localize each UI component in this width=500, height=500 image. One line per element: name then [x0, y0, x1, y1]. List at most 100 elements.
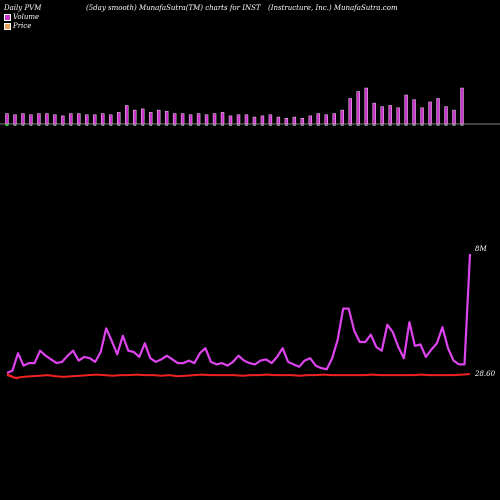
volume-bar [93, 114, 97, 125]
volume-tick [173, 124, 177, 126]
volume-bar [252, 116, 257, 125]
volume-bar [292, 116, 297, 125]
volume-bar [204, 114, 209, 125]
volume-tick [372, 124, 376, 126]
volume-bar [260, 115, 265, 125]
volume-tick [436, 124, 440, 126]
volume-tick [157, 124, 161, 126]
volume-bar [180, 113, 185, 125]
volume-tick [460, 124, 464, 126]
volume-bar [228, 115, 233, 125]
volume-smooth-line [6, 253, 472, 375]
volume-tick [229, 124, 233, 126]
volume-tick [117, 124, 121, 126]
volume-bar [244, 114, 249, 125]
volume-bar [348, 98, 352, 125]
volume-tick [21, 124, 25, 126]
volume-tick [101, 124, 105, 126]
volume-bar [316, 113, 321, 125]
volume-tick [45, 124, 49, 126]
volume-peak-label: 8M [475, 245, 487, 253]
volume-bar [324, 114, 328, 125]
volume-bar [141, 108, 145, 125]
legend-volume-label: Volume [13, 13, 40, 21]
volume-bar [101, 113, 105, 125]
volume-tick [396, 124, 400, 126]
volume-bar [172, 113, 177, 125]
volume-tick [452, 124, 456, 126]
volume-bar [388, 105, 392, 125]
volume-bar [61, 115, 65, 125]
volume-tick [181, 124, 185, 126]
volume-tick [69, 124, 73, 126]
volume-tick [308, 124, 312, 126]
volume-bar [133, 109, 137, 125]
volume-tick [444, 124, 448, 126]
volume-bar [372, 102, 376, 125]
volume-tick [388, 124, 392, 126]
volume-tick [221, 124, 225, 126]
volume-tick [85, 124, 89, 126]
volume-bar [69, 113, 73, 125]
legend-volume: Volume [4, 13, 39, 21]
volume-tick [412, 124, 416, 126]
volume-tick [428, 124, 432, 126]
volume-tick [340, 124, 344, 126]
volume-bar [125, 105, 129, 125]
volume-tick [292, 124, 296, 126]
volume-bar [460, 87, 464, 125]
volume-tick [125, 124, 129, 126]
volume-tick [284, 124, 288, 126]
volume-bar [212, 113, 217, 125]
volume-swatch [4, 13, 11, 21]
volume-tick [260, 124, 264, 126]
volume-tick [37, 124, 41, 126]
volume-bar [412, 99, 416, 125]
volume-tick [348, 124, 352, 126]
volume-bar [77, 113, 81, 125]
volume-tick [356, 124, 360, 126]
volume-tick [29, 124, 33, 126]
volume-tick [5, 124, 9, 126]
volume-tick [149, 124, 153, 126]
volume-bar [404, 94, 408, 125]
volume-bar [45, 113, 49, 125]
volume-bar [188, 114, 193, 125]
volume-bar [164, 111, 169, 125]
volume-tick [165, 124, 169, 126]
volume-bar [284, 117, 289, 125]
volume-bar [420, 107, 424, 125]
volume-bar [53, 114, 57, 125]
volume-tick [13, 124, 17, 126]
volume-bar [436, 98, 440, 125]
volume-bar [268, 114, 273, 125]
volume-bar [364, 87, 368, 125]
volume-bar [332, 113, 336, 125]
volume-tick [141, 124, 145, 126]
volume-tick [53, 124, 57, 126]
volume-bar [37, 113, 41, 125]
volume-bar [29, 114, 33, 125]
volume-bar [220, 112, 225, 125]
volume-bar [21, 113, 25, 125]
volume-tick [205, 124, 209, 126]
volume-tick [276, 124, 280, 126]
volume-bar [148, 112, 153, 125]
legend-price: Price [4, 22, 31, 30]
volume-bar [396, 107, 400, 125]
volume-tick [364, 124, 368, 126]
volume-bar [452, 109, 456, 125]
volume-tick [380, 124, 384, 126]
price-swatch [4, 22, 11, 30]
volume-tick [420, 124, 424, 126]
volume-bar [300, 117, 305, 125]
chart-title-smooth: (5day smooth) MunafaSutra(TM) charts for… [86, 4, 261, 12]
chart-title-left: Daily PVM [4, 4, 42, 12]
volume-tick [268, 124, 272, 126]
volume-bar [117, 112, 121, 125]
volume-tick [316, 124, 320, 126]
volume-tick [324, 124, 328, 126]
volume-tick [189, 124, 193, 126]
volume-bar [340, 109, 344, 125]
volume-tick [93, 124, 97, 126]
